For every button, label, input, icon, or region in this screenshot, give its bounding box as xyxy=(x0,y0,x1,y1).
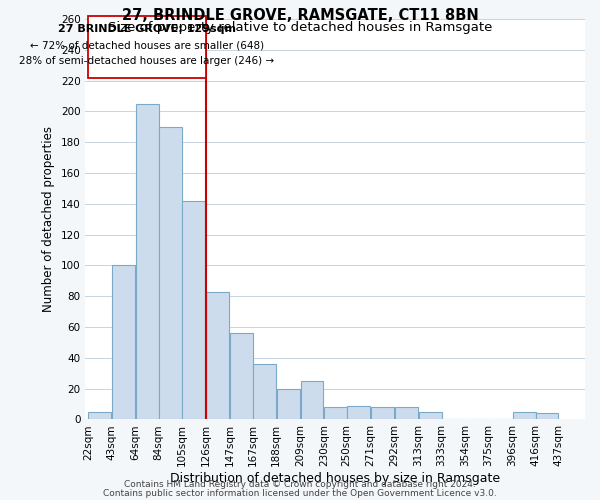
Bar xyxy=(158,127,182,420)
Bar xyxy=(536,414,559,420)
Bar xyxy=(419,412,442,420)
Bar xyxy=(301,381,323,420)
Bar xyxy=(277,388,299,420)
Text: Contains public sector information licensed under the Open Government Licence v3: Contains public sector information licen… xyxy=(103,488,497,498)
Text: Size of property relative to detached houses in Ramsgate: Size of property relative to detached ho… xyxy=(108,21,492,34)
Bar xyxy=(253,364,276,420)
Text: ← 72% of detached houses are smaller (648): ← 72% of detached houses are smaller (64… xyxy=(30,40,264,50)
Bar xyxy=(513,412,536,420)
X-axis label: Distribution of detached houses by size in Ramsgate: Distribution of detached houses by size … xyxy=(170,472,500,485)
Text: Contains HM Land Registry data © Crown copyright and database right 2024.: Contains HM Land Registry data © Crown c… xyxy=(124,480,476,489)
Bar xyxy=(206,292,229,420)
Bar xyxy=(88,412,111,420)
Y-axis label: Number of detached properties: Number of detached properties xyxy=(43,126,55,312)
Bar xyxy=(395,407,418,420)
Bar xyxy=(112,266,135,420)
Bar xyxy=(182,200,205,420)
Text: 27 BRINDLE GROVE: 129sqm: 27 BRINDLE GROVE: 129sqm xyxy=(58,24,236,34)
FancyBboxPatch shape xyxy=(88,16,206,78)
Bar xyxy=(371,407,394,420)
Bar xyxy=(347,406,370,419)
Text: 28% of semi-detached houses are larger (246) →: 28% of semi-detached houses are larger (… xyxy=(19,56,274,66)
Bar xyxy=(230,333,253,420)
Bar xyxy=(325,407,347,420)
Bar xyxy=(136,104,159,420)
Text: 27, BRINDLE GROVE, RAMSGATE, CT11 8BN: 27, BRINDLE GROVE, RAMSGATE, CT11 8BN xyxy=(122,8,478,22)
